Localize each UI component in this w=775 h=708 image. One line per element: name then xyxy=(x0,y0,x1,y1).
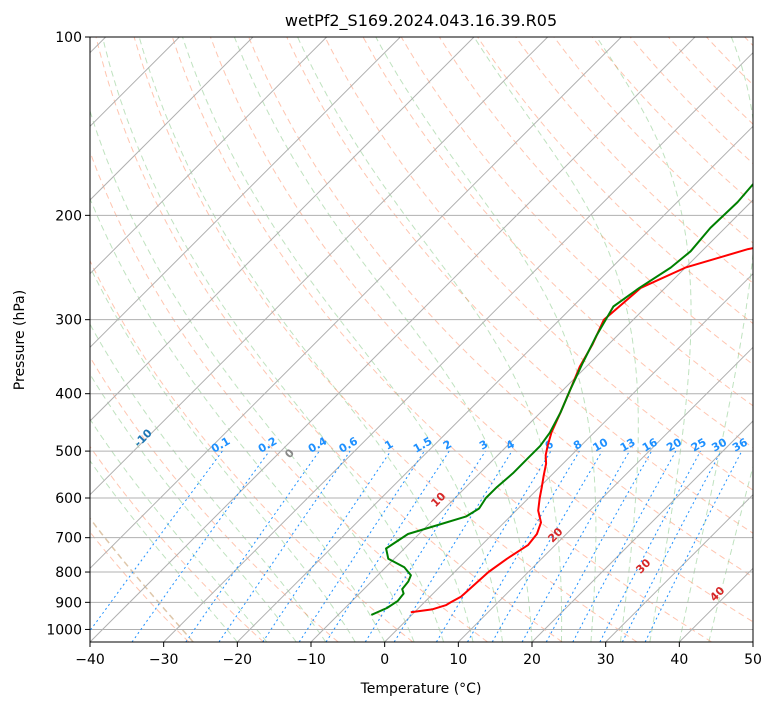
moist-adiabat-line xyxy=(103,41,445,642)
isotherm-line xyxy=(90,37,254,201)
x-tick-label: 20 xyxy=(523,652,541,668)
x-axis-label: Temperature (°C) xyxy=(360,681,482,697)
mixing-ratio-line xyxy=(298,450,425,642)
moist-adiabat-line xyxy=(182,37,503,642)
dry-adiabat-line xyxy=(553,37,753,244)
isotherm-line xyxy=(90,37,401,349)
dry-adiabat-line xyxy=(629,37,753,165)
x-tick-label: 40 xyxy=(670,652,688,668)
grid-lines xyxy=(90,37,753,642)
isotherm-line xyxy=(90,37,328,275)
moist-adiabat-line xyxy=(90,323,327,642)
y-tick-label: 100 xyxy=(55,30,82,46)
mixing-ratio-line xyxy=(599,450,701,642)
isotherm-line xyxy=(531,420,753,642)
y-tick-label: 600 xyxy=(55,491,82,507)
moist-adiabat-line xyxy=(90,197,386,642)
plot-background xyxy=(90,37,753,642)
isotherm-line xyxy=(90,37,622,570)
dry-adiabat-line xyxy=(90,259,414,642)
x-tick-label: 50 xyxy=(744,652,762,668)
mixing-ratio-line xyxy=(545,450,653,642)
y-tick-label: 900 xyxy=(55,595,82,611)
moist-adiabat-line xyxy=(708,464,753,642)
moist-adiabat-line xyxy=(473,37,639,642)
x-tick-label: −20 xyxy=(223,652,253,668)
y-tick-label: 400 xyxy=(55,387,82,403)
profile-series xyxy=(370,182,753,616)
mixing-ratio-line xyxy=(393,450,513,642)
isotherm-line xyxy=(310,199,753,642)
mixing-ratio-line xyxy=(644,450,743,642)
mixing-ratio-line xyxy=(90,450,223,632)
moist-adiabat-line xyxy=(375,37,597,642)
x-tick-label: 0 xyxy=(380,652,389,668)
isotherm-line xyxy=(90,37,475,422)
mixing-ratio-line xyxy=(185,450,320,642)
isotherm-line xyxy=(384,272,753,642)
x-tick-label: 30 xyxy=(597,652,615,668)
isotherm-line xyxy=(236,125,753,642)
moist-adiabat-line xyxy=(90,418,268,642)
mixing-ratio-line xyxy=(621,450,722,642)
axis-ticks: −40 −30 −20 −10 0 10 20 30 40 50 100 200 300 400 500 60… xyxy=(46,30,762,668)
moist-adiabat-line xyxy=(90,265,356,642)
mixing-ratio-line xyxy=(572,450,677,642)
y-tick-label: 200 xyxy=(55,208,82,224)
mixing-ratio-line xyxy=(491,450,603,642)
x-tick-label: −40 xyxy=(75,652,105,668)
mixing-ratio-line xyxy=(467,450,580,642)
dry-adiabat-line xyxy=(324,37,753,491)
dry-adiabat-line xyxy=(438,37,753,366)
y-tick-label: 800 xyxy=(55,565,82,581)
x-tick-label: −30 xyxy=(149,652,179,668)
dry-adiabat-line xyxy=(400,37,753,407)
y-tick-label: 700 xyxy=(55,531,82,547)
dry-adiabat-line xyxy=(133,37,638,642)
y-tick-label: 300 xyxy=(55,313,82,329)
mixing-ratio-lines xyxy=(90,450,743,642)
dry-adiabat-line xyxy=(362,37,753,449)
moist-adiabat-line xyxy=(90,459,238,642)
x-tick-label: −10 xyxy=(296,652,326,668)
dry-adiabat-line xyxy=(210,37,753,623)
mixing-ratio-line xyxy=(131,450,270,642)
x-tick-label: 10 xyxy=(449,652,467,668)
moist-adiabat-line xyxy=(596,37,692,642)
y-axis-label: Pressure (hPa) xyxy=(12,290,28,390)
plot-frame xyxy=(89,36,754,643)
isotherm-line xyxy=(163,51,753,642)
moist-adiabat-line xyxy=(297,37,563,642)
isotherm-line xyxy=(605,493,753,642)
chart-title: wetPf2_S169.2024.043.16.39.R05 xyxy=(285,11,557,31)
dry-adiabat-line xyxy=(90,445,264,642)
mixing-ratio-line xyxy=(325,450,450,642)
y-tick-label: 1000 xyxy=(46,622,82,638)
isotherm-line xyxy=(752,641,753,642)
y-tick-label: 500 xyxy=(55,444,82,460)
dry-adiabat-line xyxy=(248,37,753,578)
isotherm-line xyxy=(457,346,753,642)
mixing-ratio-line xyxy=(435,450,552,642)
dry-adiabat-line xyxy=(95,37,563,642)
moist-adiabat-line xyxy=(138,37,474,642)
dewpoint-line xyxy=(370,182,753,616)
moist-adiabat-line xyxy=(678,37,753,642)
isotherm-line xyxy=(90,37,549,496)
mixing-ratio-line xyxy=(364,450,486,642)
mixing-ratio-line xyxy=(521,450,630,642)
moist-adiabat-line xyxy=(90,109,415,642)
isotherm-line xyxy=(90,37,696,642)
